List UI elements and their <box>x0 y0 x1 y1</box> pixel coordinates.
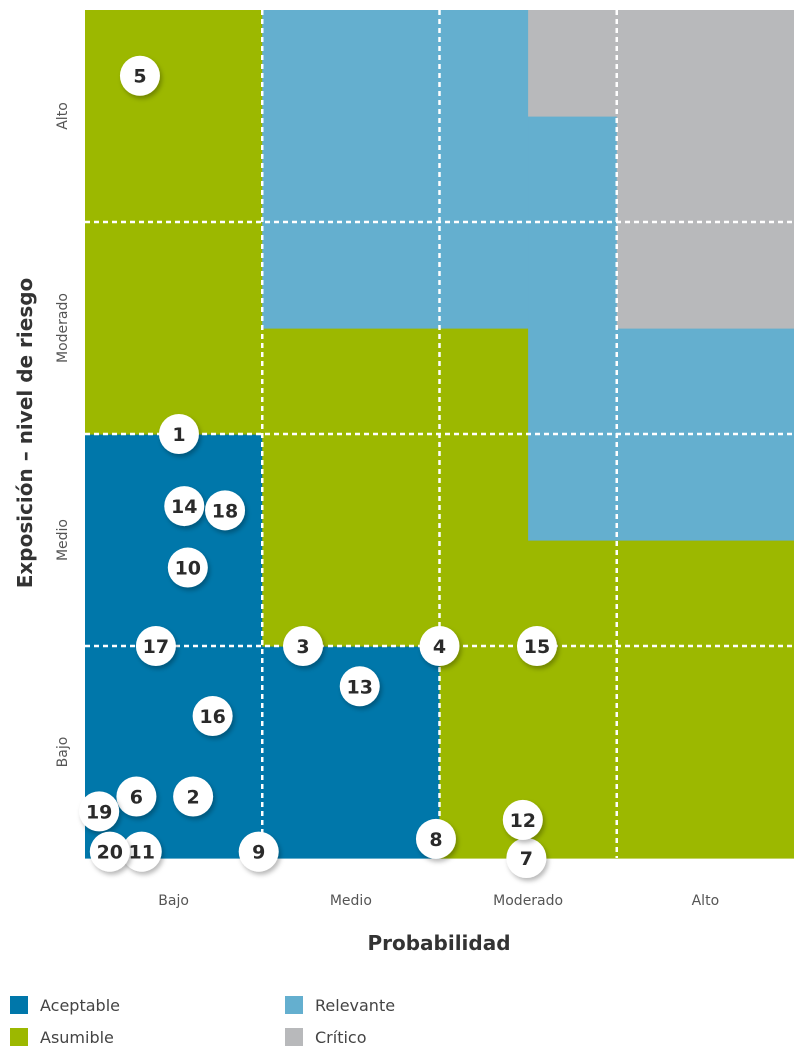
risk-marker-18: 18 <box>205 490 246 531</box>
legend-swatch-relevante <box>285 996 303 1014</box>
risk-marker-circle <box>79 791 120 832</box>
risk-marker-8: 8 <box>415 818 456 859</box>
zone-relevante <box>262 10 529 329</box>
legend-label: Crítico <box>315 1027 367 1047</box>
risk-marker-label: 16 <box>199 706 225 728</box>
risk-marker-label: 13 <box>347 676 373 698</box>
legend-item-relevante: Relevante <box>285 995 395 1015</box>
risk-marker-5: 5 <box>119 55 160 96</box>
legend: Aceptable Asumible Relevante Crítico <box>10 995 570 1047</box>
risk-marker-12: 12 <box>502 799 543 840</box>
risk-marker-circle <box>121 831 162 872</box>
legend-swatch-asumible <box>10 1028 28 1046</box>
risk-marker-circle <box>506 838 547 878</box>
risk-marker-9: 9 <box>238 831 279 872</box>
risk-marker-14: 14 <box>164 486 205 527</box>
legend-item-critico: Crítico <box>285 1027 367 1047</box>
risk-marker-circle <box>158 414 199 454</box>
risk-marker-circle <box>419 626 460 666</box>
x-tick-label: Bajo <box>158 893 189 909</box>
risk-marker-circle <box>192 695 233 736</box>
y-tick-label: Alto <box>55 102 71 130</box>
risk-marker-label: 20 <box>97 842 123 864</box>
risk-marker-circle <box>415 818 456 859</box>
legend-item-asumible: Asumible <box>10 1027 114 1047</box>
risk-marker-2: 2 <box>173 776 214 817</box>
risk-marker-circle <box>283 626 324 666</box>
y-tick-label: Medio <box>55 519 71 561</box>
zone-asumible <box>85 10 263 435</box>
risk-marker-label: 11 <box>128 842 154 864</box>
legend-label: Relevante <box>315 995 396 1015</box>
risk-marker-19: 19 <box>79 791 120 832</box>
risk-marker-circle <box>516 626 557 666</box>
x-tick-label: Alto <box>692 893 720 909</box>
legend-label: Aceptable <box>40 995 120 1015</box>
risk-marker-13: 13 <box>339 666 380 707</box>
x-tick-labels: Bajo Medio Moderado Alto <box>158 893 719 909</box>
risk-marker-label: 7 <box>520 848 533 870</box>
legend-label: Asumible <box>40 1027 114 1047</box>
risk-marker-6: 6 <box>116 776 157 817</box>
risk-marker-circle <box>167 547 208 588</box>
risk-marker-circle <box>164 486 205 527</box>
zone-asumible <box>528 540 794 647</box>
risk-marker-circle <box>339 666 380 707</box>
risk-marker-label: 17 <box>143 636 169 658</box>
y-tick-labels: Bajo Medio Moderado Alto <box>55 102 71 767</box>
y-tick-label: Moderado <box>55 293 71 363</box>
risk-marker-15: 15 <box>516 626 557 666</box>
risk-marker-label: 9 <box>252 842 265 864</box>
risk-marker-circle <box>89 831 130 872</box>
gridlines <box>85 10 794 858</box>
risk-marker-label: 6 <box>130 787 143 809</box>
zone-critico <box>616 10 794 329</box>
risk-marker-label: 2 <box>187 787 200 809</box>
risk-marker-circle <box>205 490 246 531</box>
risk-marker-11: 11 <box>121 831 162 872</box>
risk-marker-circle <box>119 55 160 96</box>
risk-marker-label: 5 <box>133 66 146 88</box>
zone-asumible <box>262 328 529 435</box>
risk-marker-label: 10 <box>175 558 201 580</box>
risk-marker-label: 18 <box>212 500 238 522</box>
risk-marker-label: 14 <box>171 496 197 518</box>
risk-marker-label: 19 <box>86 801 112 823</box>
x-axis-title: Probabilidad <box>367 931 510 955</box>
risk-marker-4: 4 <box>419 626 460 666</box>
risk-marker-circle <box>502 799 543 840</box>
risk-marker-label: 15 <box>524 636 550 658</box>
legend-item-aceptable: Aceptable <box>10 995 120 1015</box>
risk-marker-10: 10 <box>167 547 208 588</box>
risk-marker-circle <box>116 776 157 817</box>
legend-swatch-critico <box>285 1028 303 1046</box>
risk-marker-circle <box>173 776 214 817</box>
risk-zones <box>85 10 794 859</box>
risk-marker-label: 8 <box>429 829 442 851</box>
y-axis-title: Exposición – nivel de riesgo <box>13 278 37 589</box>
risk-marker-label: 12 <box>510 810 536 832</box>
y-tick-label: Bajo <box>55 737 71 768</box>
x-tick-label: Moderado <box>493 893 563 909</box>
risk-marker-circle <box>238 831 279 872</box>
x-tick-label: Medio <box>330 893 372 909</box>
risk-marker-circle <box>135 626 176 666</box>
risk-marker-label: 3 <box>296 636 309 658</box>
risk-marker-20: 20 <box>89 831 130 872</box>
risk-marker-label: 4 <box>433 636 446 658</box>
zone-critico <box>528 10 618 117</box>
risk-marker-1: 1 <box>158 414 199 454</box>
legend-swatch-aceptable <box>10 996 28 1014</box>
risk-marker-7: 7 <box>506 838 547 878</box>
risk-marker-17: 17 <box>135 626 176 666</box>
risk-matrix-chart: Bajo Medio Moderado Alto Bajo Medio Moderado A… <box>13 10 794 955</box>
risk-marker-3: 3 <box>283 626 324 666</box>
risk-marker-label: 1 <box>172 424 185 446</box>
risk-marker-16: 16 <box>192 695 233 736</box>
